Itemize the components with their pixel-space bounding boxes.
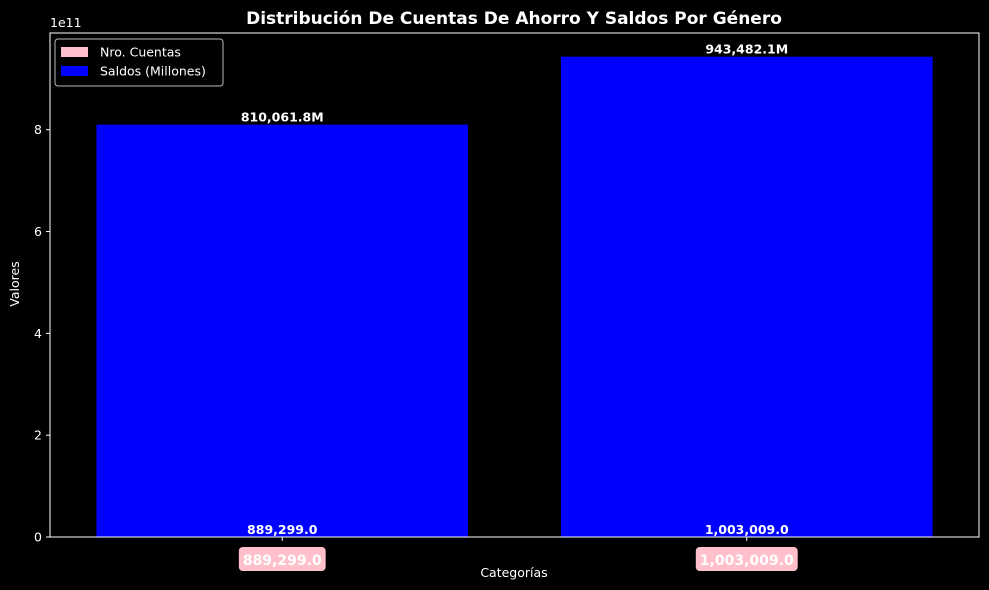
y-tick-label-2: 4	[34, 326, 42, 341]
category-badge-0	[238, 547, 326, 571]
value-label-series1-cat0: 810,061.8M	[241, 110, 324, 125]
category-badge-text-0: 889,299.0	[243, 553, 322, 569]
category-badge-text-1: 1,003,009.0	[700, 553, 794, 569]
value-label-series0-cat1: 1,003,009.0	[705, 522, 789, 537]
category-badge-1	[695, 547, 798, 571]
legend-frame	[54, 38, 224, 87]
legend-label-1: Saldos (Millones)	[100, 64, 206, 79]
y-tick-label-3: 6	[34, 224, 42, 239]
plot-frame	[49, 32, 980, 538]
y-axis-offset-label: 1e11	[50, 15, 82, 30]
legend: Nro. Cuentas Saldos (Millones)	[54, 38, 224, 87]
x-axis-label: Categorías	[480, 565, 547, 580]
y-tick-label-0: 0	[34, 530, 42, 545]
bar-series1-cat1	[560, 56, 933, 538]
y-axis-label: Valores	[7, 261, 22, 306]
y-tick-label-1: 2	[34, 428, 42, 443]
axes-group: 0 2 4 6 8 889,299.0 1,003,009.0	[34, 32, 980, 571]
bars-group: 889,299.0 1,003,009.0 810,061.8M 943,482.1M	[96, 42, 933, 538]
bar-series1-cat0	[96, 124, 469, 537]
legend-label-0: Nro. Cuentas	[100, 45, 181, 60]
value-label-series1-cat1: 943,482.1M	[705, 42, 788, 57]
value-label-series0-cat0: 889,299.0	[247, 522, 318, 537]
chart-title: Distribución De Cuentas De Ahorro Y Sald…	[246, 9, 782, 29]
legend-swatch-1	[61, 66, 88, 76]
legend-swatch-0	[61, 47, 88, 57]
y-tick-label-4: 8	[34, 122, 42, 137]
